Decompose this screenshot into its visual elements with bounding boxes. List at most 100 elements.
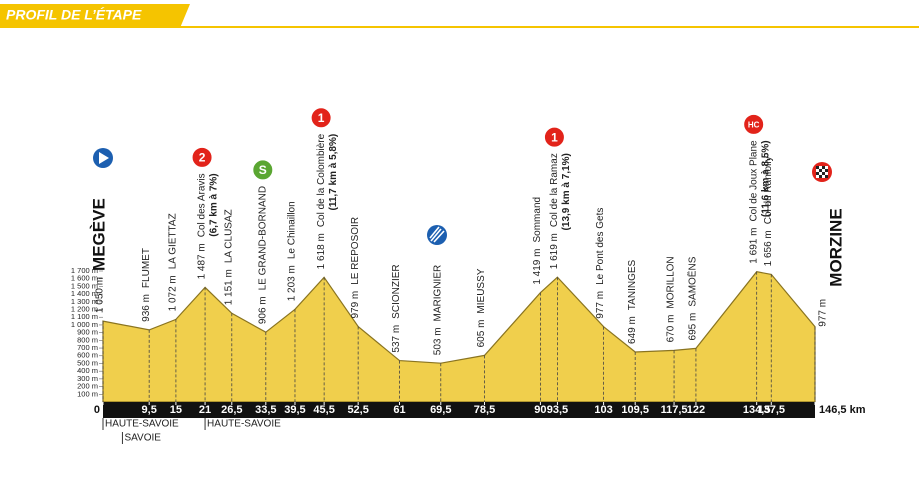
region-label: SAVOIE — [124, 433, 161, 444]
climb-note: (11,7 km à 5,8%) — [328, 134, 339, 211]
place-name: MORILLON — [666, 256, 677, 308]
altitude-label: 1 619 m — [549, 233, 560, 269]
place-name: MIEUSSY — [476, 268, 487, 313]
y-tick-label: 900 m — [77, 328, 98, 337]
x-tick-label: 122 — [687, 404, 705, 416]
y-tick-label: 400 m — [77, 366, 98, 375]
y-tick-label: 1 100 m — [71, 312, 98, 321]
place-name-major: MEGÈVE — [89, 198, 108, 271]
altitude-label: 977 m — [818, 299, 829, 327]
climb-category-icon — [191, 146, 213, 168]
x-tick-label: 39,5 — [284, 404, 305, 416]
altitude-label: 503 m — [432, 327, 443, 355]
place-name: LA GIETTAZ — [168, 213, 179, 269]
x-tick-label: 109,5 — [621, 404, 649, 416]
x-tick-label: 103 — [594, 404, 612, 416]
x-tick-label: 117,5 — [661, 404, 688, 416]
y-tick-label: 200 m — [77, 382, 98, 391]
place-name: Col de la Colombière — [316, 133, 327, 227]
altitude-label: 605 m — [476, 320, 487, 348]
place-name: Le Pont des Gets — [595, 208, 606, 285]
altitude-label: 1 050 m — [95, 277, 106, 313]
x-tick-label: 69,5 — [430, 404, 451, 416]
x-tick-label: 15 — [170, 404, 182, 416]
y-tick-label: 1 400 m — [71, 289, 98, 298]
altitude-label: 979 m — [350, 291, 361, 319]
altitude-label: 1 691 m — [748, 228, 759, 264]
x-tick-label: 90 — [534, 404, 546, 416]
x-tick-label: 78,5 — [474, 404, 495, 416]
x-tick-label: 21 — [199, 404, 211, 416]
x-tick-label: 33,5 — [255, 404, 276, 416]
altitude-label: 1 203 m — [287, 265, 298, 301]
x-tick-label: 146,5 km — [819, 404, 866, 416]
climb-category: S — [259, 163, 267, 177]
place-name: Col de la Ramaz — [549, 153, 560, 227]
region-label: HAUTE-SAVOIE — [207, 419, 281, 430]
place-name: Col des Aravis — [197, 173, 208, 237]
x-tick-label: 9,5 — [142, 404, 157, 416]
climb-category-icon — [310, 107, 332, 129]
x-tick-label: 61 — [393, 404, 405, 416]
place-name-major: MORZINE — [826, 208, 845, 286]
x-tick-label: 93,5 — [547, 404, 568, 416]
place-name: FLUMET — [141, 248, 152, 288]
altitude-label: 1 656 m — [763, 230, 774, 266]
climb-category: 1 — [551, 130, 558, 144]
climb-note: (6,7 km à 7%) — [209, 173, 220, 236]
altitude-label: 537 m — [391, 325, 402, 353]
climb-category: 1 — [318, 111, 325, 125]
place-name: LE REPOSOIR — [350, 217, 361, 285]
altitude-label: 649 m — [627, 316, 638, 344]
x-tick-label: 137,5 — [757, 404, 785, 416]
place-name: SCIONZIER — [391, 264, 402, 318]
x-tick-label: 0 — [94, 404, 100, 416]
start-icon — [93, 148, 113, 168]
y-tick-label: 1 200 m — [71, 305, 98, 314]
feed-zone-icon — [427, 225, 447, 245]
place-name: MARIGNIER — [432, 265, 443, 322]
y-tick-label: 1 600 m — [71, 274, 98, 283]
altitude-label: 695 m — [688, 313, 699, 341]
y-tick-label: 600 m — [77, 351, 98, 360]
place-name: Col de Joux Plane — [748, 140, 759, 222]
altitude-label: 936 m — [141, 294, 152, 322]
altitude-label: 977 m — [595, 291, 606, 319]
altitude-label: 1 487 m — [197, 243, 208, 279]
distance-bar — [103, 402, 815, 418]
altitude-label: 1 072 m — [168, 275, 179, 311]
altitude-label: 906 m — [257, 296, 268, 324]
place-name: TANINGES — [627, 259, 638, 310]
y-tick-label: 100 m — [77, 389, 98, 398]
x-tick-label: 45,5 — [313, 404, 334, 416]
altitude-label: 670 m — [666, 315, 677, 343]
climb-category: HC — [748, 120, 760, 129]
place-name: Col du Ranfolly — [763, 156, 774, 224]
y-tick-label: 1 500 m — [71, 281, 98, 290]
y-tick-label: 1 300 m — [71, 297, 98, 306]
chart-title: PROFIL DE L’ÉTAPE — [6, 7, 142, 23]
finish-icon — [812, 162, 832, 182]
place-name: Sommand — [532, 197, 543, 243]
title-banner — [0, 4, 190, 28]
altitude-label: 1 419 m — [532, 249, 543, 285]
place-name: Le Chinaillon — [287, 201, 298, 259]
y-tick-label: 800 m — [77, 335, 98, 344]
climb-category-icon — [252, 159, 274, 181]
y-tick-label: 1 700 m — [71, 266, 98, 275]
x-tick-label: 134,5 — [743, 404, 771, 416]
y-tick-label: 1 000 m — [71, 320, 98, 329]
place-name: LA CLUSAZ — [223, 209, 234, 263]
y-tick-label: 500 m — [77, 358, 98, 367]
place-name: SAMOËNS — [687, 256, 699, 306]
elevation-area — [102, 271, 816, 403]
x-tick-label: 52,5 — [347, 404, 368, 416]
place-name: LE GRAND-BORNAND — [257, 186, 268, 290]
climb-category: 2 — [199, 151, 206, 165]
altitude-label: 1 618 m — [316, 233, 327, 269]
region-label: HAUTE-SAVOIE — [105, 419, 179, 430]
y-tick-label: 300 m — [77, 374, 98, 383]
climb-category-icon — [543, 126, 565, 148]
altitude-label: 1 151 m — [223, 269, 234, 305]
